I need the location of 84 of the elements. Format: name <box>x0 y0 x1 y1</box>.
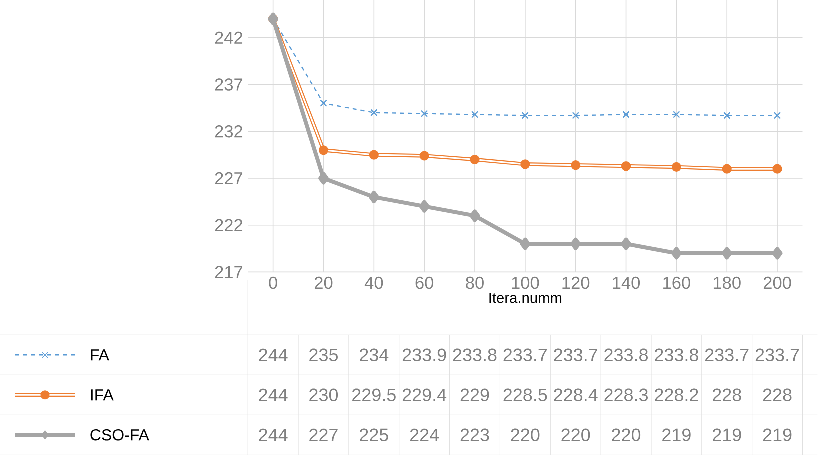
x-axis-title: Itera.numm <box>490 292 562 304</box>
data-label: 220 <box>562 428 590 442</box>
point <box>318 172 329 185</box>
x-tick-label: 100 <box>512 276 540 290</box>
point <box>672 162 682 172</box>
point <box>370 109 378 116</box>
x-tick-label: 120 <box>562 276 590 290</box>
point <box>419 200 430 213</box>
x-tick-label: 140 <box>613 276 640 290</box>
y-tick-label: 232 <box>215 125 243 138</box>
point <box>673 110 680 118</box>
data-label: 224 <box>410 428 440 442</box>
data-label: 233.8 <box>604 348 648 362</box>
data-label: 228.4 <box>554 388 598 402</box>
data-label: 233.8 <box>453 348 497 362</box>
data-label: 230 <box>310 388 338 402</box>
data-label: 233.9 <box>402 348 446 362</box>
legend-label: IFA <box>91 389 114 400</box>
y-tick-label: 242 <box>215 32 243 44</box>
y-tick-label: 237 <box>215 78 243 91</box>
point <box>471 110 479 118</box>
data-label: 223 <box>460 428 490 442</box>
data-label: 244 <box>259 348 288 362</box>
data-label: 235 <box>310 348 338 362</box>
data-label: 229.4 <box>402 388 447 402</box>
point <box>572 112 580 120</box>
point <box>570 238 582 250</box>
point <box>369 150 379 160</box>
point <box>722 247 732 260</box>
x-tick-label: 60 <box>416 276 434 290</box>
y-tick-label: 222 <box>215 219 243 232</box>
data-label: 219 <box>763 428 792 442</box>
y-tick-label: 227 <box>215 172 243 184</box>
data-label: 233.8 <box>655 348 698 362</box>
point <box>522 112 530 120</box>
point <box>420 110 428 118</box>
x-tick-label: 20 <box>314 276 333 290</box>
point <box>520 238 531 250</box>
x-tick-label: 180 <box>714 276 741 290</box>
point <box>320 100 328 107</box>
point <box>724 112 731 120</box>
data-label: 219 <box>713 428 742 442</box>
data-label: 229.5 <box>352 388 396 402</box>
point <box>621 161 632 171</box>
data-label: 228.5 <box>504 388 548 402</box>
data-label: 220 <box>612 428 641 442</box>
legend-label: CSO-FA <box>90 429 150 441</box>
point <box>470 210 480 222</box>
data-label: 228.3 <box>604 388 648 402</box>
y-tick-label: 217 <box>215 266 243 278</box>
data-label: 233.7 <box>554 348 598 362</box>
point <box>520 159 530 170</box>
point <box>621 238 632 250</box>
legend-label: FA <box>91 349 110 360</box>
x-tick-label: 40 <box>364 276 384 290</box>
data-label: 228 <box>763 388 792 402</box>
point <box>368 190 380 204</box>
data-label: 234 <box>360 348 389 362</box>
data-label: 233.7 <box>504 348 548 362</box>
data-label: 244 <box>259 428 288 442</box>
data-label: 228.2 <box>655 388 698 402</box>
data-label: 225 <box>360 428 388 442</box>
point <box>470 154 480 164</box>
data-label: 220 <box>511 428 540 442</box>
point <box>722 164 732 174</box>
point <box>318 145 329 155</box>
point <box>420 151 430 161</box>
point <box>774 112 782 120</box>
x-tick-label: 80 <box>466 276 484 290</box>
point <box>671 247 682 260</box>
point <box>772 164 782 174</box>
x-tick-label: 0 <box>269 276 278 290</box>
data-label: 219 <box>662 428 691 442</box>
point <box>622 110 630 118</box>
data-label: 244 <box>259 388 288 402</box>
point <box>571 160 581 170</box>
data-label: 229 <box>460 388 490 402</box>
x-tick-label: 160 <box>664 276 690 290</box>
data-label: 233.7 <box>756 348 800 362</box>
data-label: 233.7 <box>706 348 749 362</box>
point <box>772 247 783 260</box>
data-label: 228 <box>713 388 742 402</box>
data-label: 227 <box>310 428 338 442</box>
x-tick-label: 200 <box>764 276 792 290</box>
